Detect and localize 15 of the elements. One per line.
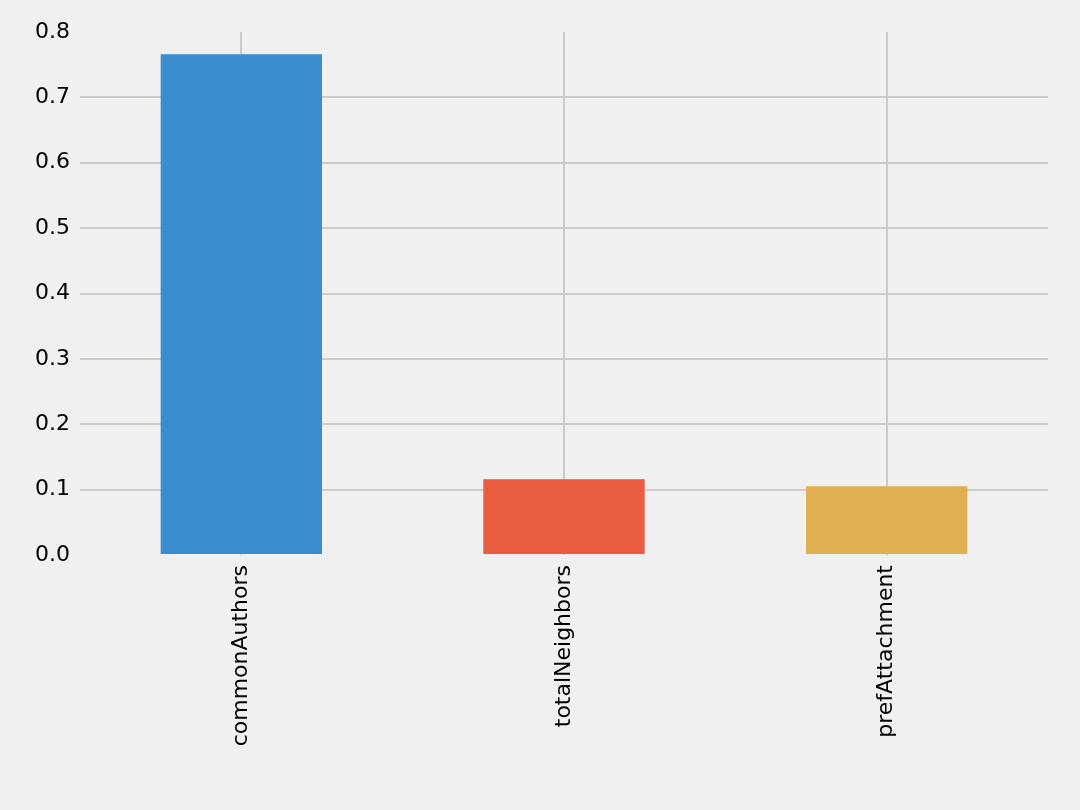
y-tick-label: 0.7 bbox=[35, 83, 70, 109]
y-tick-label: 0.4 bbox=[35, 279, 70, 305]
y-tick-label: 0.8 bbox=[35, 17, 70, 43]
x-tick-label: prefAttachment bbox=[872, 564, 898, 738]
y-tick-label: 0.3 bbox=[35, 344, 70, 370]
y-tick-label: 0.1 bbox=[35, 475, 70, 501]
bar bbox=[160, 54, 322, 554]
y-tick-label: 0.2 bbox=[35, 409, 70, 435]
bar bbox=[806, 486, 968, 554]
x-tick-label: commonAuthors bbox=[227, 565, 253, 747]
bar bbox=[483, 479, 645, 554]
y-tick-label: 0.0 bbox=[35, 540, 70, 566]
x-tick-label: totalNeighbors bbox=[549, 565, 575, 728]
y-tick-label: 0.6 bbox=[35, 148, 70, 174]
y-tick-label: 0.5 bbox=[35, 213, 70, 239]
